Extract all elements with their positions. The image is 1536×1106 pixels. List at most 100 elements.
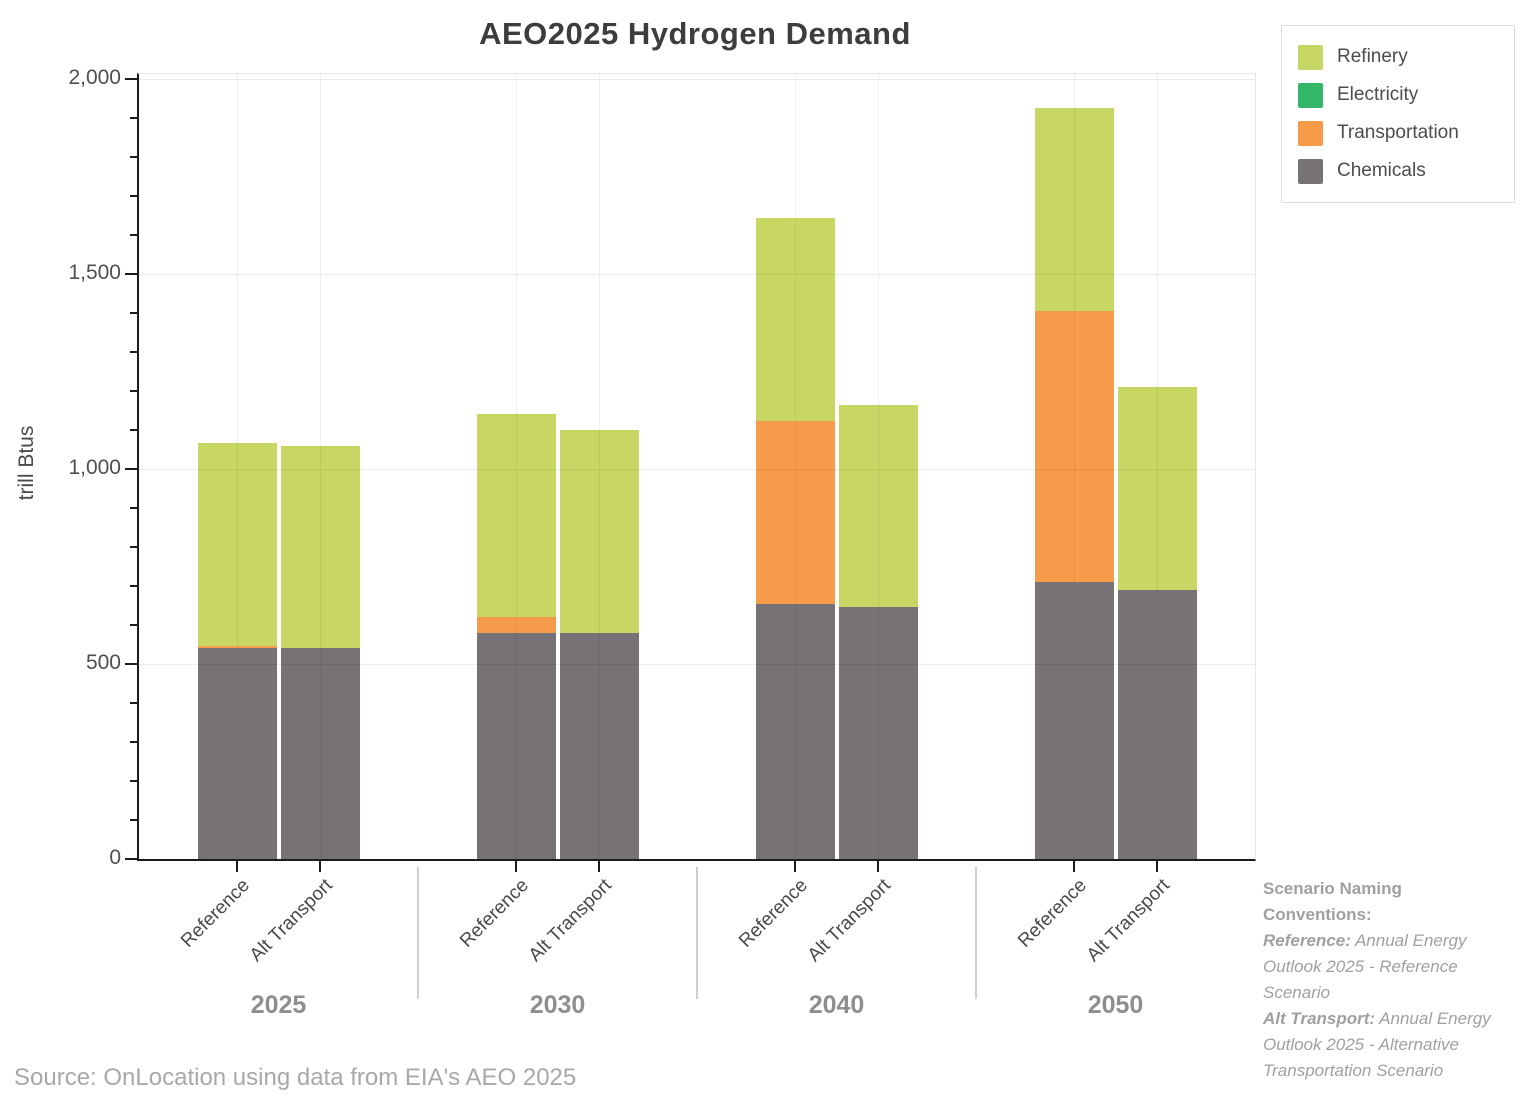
y-axis-tick-label: 2,000 [68,66,121,89]
bar-segment-refinery-2050-reference [1034,108,1114,312]
bar-segment-chemicals-2050-alt-transport [1117,589,1197,859]
x-axis-tick [515,859,517,872]
y-axis-major-tick [125,273,138,275]
bar-2040-reference [755,74,835,859]
scenario-note-def-alt-transport: Annual Energy Outlook 2025 - Alternative… [1263,1009,1491,1080]
chart-legend: Refinery Electricity Transportation Chemica… [1281,25,1515,203]
legend-swatch-refinery-icon [1298,44,1323,70]
y-axis-minor-tick [130,585,138,587]
y-axis-minor-tick [130,429,138,431]
bar-segment-chemicals-2040-reference [755,603,835,859]
x-gridline [1073,74,1075,859]
x-axis-tick [877,859,879,872]
scenario-note-heading: Scenario Naming Conventions: [1263,879,1402,924]
y-axis-minor-tick [130,351,138,353]
x-axis-tick [1156,859,1158,872]
x-gridline [877,74,879,859]
bar-segment-refinery-2040-reference [755,218,835,422]
bar-segment-refinery-2030-alt-transport [559,430,639,633]
y-axis-minor-tick [130,702,138,704]
y-axis-minor-tick [130,819,138,821]
bar-segment-transportation-2025-reference [197,645,277,649]
y-gridline [139,273,1255,275]
y-axis-major-tick [125,663,138,665]
y-axis-major-tick [125,468,138,470]
bar-segment-chemicals-2050-reference [1034,582,1114,859]
y-axis-minor-tick [130,234,138,236]
bar-segment-chemicals-2040-alt-transport [838,607,918,859]
plot-area: trill Btus 0 500 1,000 1,500 2,000 2025 Refere… [15,66,1256,1019]
source-note: Source: OnLocation using data from EIA's… [14,1064,577,1091]
group-separator [975,867,977,999]
legend-label-chemicals: Chemicals [1337,160,1426,181]
y-axis-tick-label: 1,000 [68,456,121,479]
y-axis-minor-tick [130,624,138,626]
bar-segment-transportation-2030-reference [476,617,556,633]
legend-label-electricity: Electricity [1337,84,1419,105]
bar-2030-reference [476,74,556,859]
x-axis-group-label: 2025 [250,991,307,1019]
bar-segment-refinery-2050-alt-transport [1117,387,1197,590]
scenario-note-def-reference: Annual Energy Outlook 2025 - Reference S… [1263,931,1467,1002]
legend-item-electricity: Electricity [1298,76,1506,114]
y-axis-minor-tick [130,780,138,782]
bar-segment-chemicals-2025-alt-transport [280,648,360,859]
x-axis-group-label: 2040 [808,991,865,1019]
x-axis-group-label: 2050 [1087,991,1144,1019]
legend-label-refinery: Refinery [1337,46,1408,67]
bar-2050-reference [1034,74,1114,859]
bar-segment-refinery-2030-reference [476,414,556,618]
legend-item-chemicals: Chemicals [1298,152,1506,190]
y-axis-major-tick [125,78,138,80]
y-axis-minor-tick [130,507,138,509]
x-axis-group-label: 2030 [529,991,586,1019]
bar-segment-chemicals-2025-reference [197,648,277,859]
y-axis-minor-tick [130,195,138,197]
bar-2030-alt-transport [559,74,639,859]
scenario-note: Scenario Naming Conventions: Reference: … [1263,876,1515,1084]
legend-swatch-transportation-icon [1298,120,1323,146]
scenario-note-term-alt-transport: Alt Transport: [1263,1009,1376,1028]
y-axis-minor-tick [130,312,138,314]
y-axis-title: trill Btus [15,425,38,501]
y-gridline [139,78,1255,80]
y-axis-minor-tick [130,390,138,392]
bar-2025-reference [197,74,277,859]
legend-item-refinery: Refinery [1298,38,1506,76]
x-gridline [1156,74,1158,859]
bar-segment-refinery-2025-alt-transport [280,445,360,649]
bar-2025-alt-transport [280,74,360,859]
bar-2050-alt-transport [1117,74,1197,859]
x-axis-tick [236,859,238,872]
y-axis-tick-label: 1,500 [68,261,121,284]
y-axis-minor-tick [130,546,138,548]
x-axis-tick [794,859,796,872]
bar-segment-chemicals-2030-alt-transport [559,632,639,859]
x-axis-tick [598,859,600,872]
group-separator [417,867,419,999]
x-axis-tick [319,859,321,872]
x-gridline [515,74,517,859]
y-axis-minor-tick [130,156,138,158]
bar-segment-chemicals-2030-reference [476,632,556,859]
x-axis-tick [1073,859,1075,872]
scenario-note-term-reference: Reference: [1263,931,1351,950]
y-gridline [139,468,1255,470]
y-axis-tick-label: 0 [109,846,121,869]
legend-item-transportation: Transportation [1298,114,1506,152]
y-axis-minor-tick [130,741,138,743]
x-gridline [236,74,238,859]
x-gridline [319,74,321,859]
x-gridline [598,74,600,859]
group-separator [696,867,698,999]
bar-segment-transportation-2040-reference [755,421,835,604]
bar-segment-transportation-2050-reference [1034,311,1114,583]
y-axis-minor-tick [130,117,138,119]
x-gridline [794,74,796,859]
bar-2040-alt-transport [838,74,918,859]
chart-title: AEO2025 Hydrogen Demand [479,16,911,51]
y-axis-tick-label: 500 [85,651,121,674]
y-axis-major-tick [125,858,138,860]
y-gridline [139,663,1255,665]
bar-segment-refinery-2025-reference [197,442,277,646]
